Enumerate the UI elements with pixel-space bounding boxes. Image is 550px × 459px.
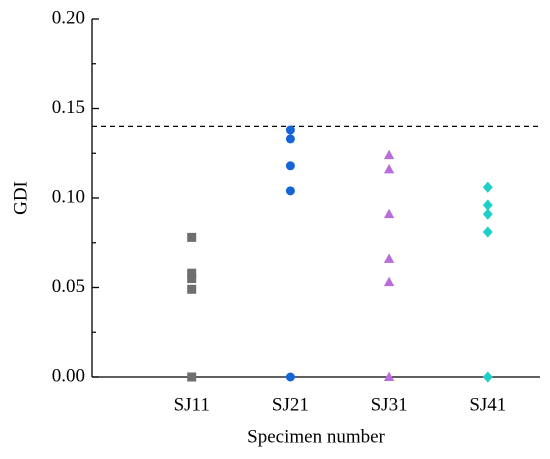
x-tick-label: SJ41 — [469, 394, 506, 415]
x-tick-label: SJ21 — [272, 394, 309, 415]
marker — [383, 149, 395, 160]
marker — [482, 226, 493, 238]
marker — [285, 186, 295, 196]
marker — [482, 181, 493, 193]
marker — [482, 371, 493, 383]
marker — [285, 125, 295, 135]
marker — [187, 232, 197, 242]
x-tick-label: SJ11 — [174, 394, 210, 415]
marker — [285, 372, 295, 382]
marker — [285, 134, 295, 144]
marker — [383, 276, 395, 287]
y-tick-label: 0.10 — [52, 186, 85, 207]
x-tick-label: SJ31 — [371, 394, 408, 415]
y-axis-label: GDI — [10, 181, 31, 215]
marker — [285, 161, 295, 171]
marker — [187, 274, 197, 284]
x-axis-label: Specimen number — [247, 426, 385, 447]
marker — [482, 199, 493, 211]
marker — [383, 208, 395, 219]
marker — [187, 372, 197, 382]
marker — [383, 253, 395, 263]
marker — [383, 163, 395, 174]
y-tick-label: 0.05 — [52, 276, 85, 297]
y-tick-label: 0.15 — [52, 97, 85, 118]
marker — [187, 268, 197, 278]
y-tick-label: 0.00 — [52, 365, 85, 386]
marker — [187, 284, 197, 294]
marker — [482, 208, 493, 220]
marker — [383, 371, 395, 382]
y-tick-label: 0.20 — [52, 7, 85, 28]
